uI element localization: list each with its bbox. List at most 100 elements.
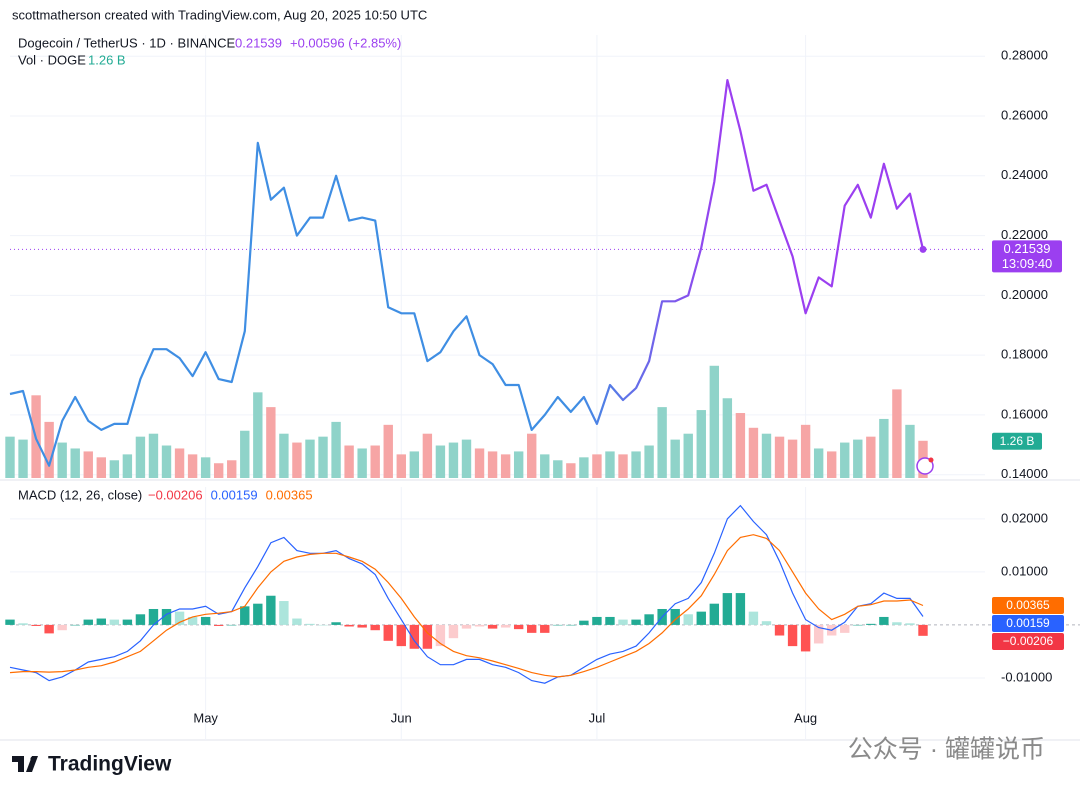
volume-bar (83, 451, 93, 478)
histogram-bar (396, 624, 406, 647)
price-badge-text: 0.21539 (1004, 241, 1051, 256)
histogram-bar (422, 624, 433, 649)
volume-bar (461, 439, 472, 478)
volume-bar (735, 413, 746, 478)
volume-bar (396, 454, 406, 478)
volume-bar (513, 451, 524, 478)
volume-bar (344, 445, 354, 478)
histogram-bar (579, 620, 589, 625)
volume-bar (161, 445, 172, 478)
volume-bar (44, 421, 54, 478)
volume-bar (657, 407, 667, 478)
volume-bar (435, 445, 446, 478)
volume-bar (370, 445, 380, 478)
y-tick-label: 0.28000 (1001, 48, 1048, 63)
volume-bar (279, 433, 289, 478)
volume-bar (474, 448, 485, 478)
histogram-bar (435, 624, 446, 647)
histogram-bar (840, 624, 850, 633)
volume-bar (840, 442, 850, 478)
histogram-bar (253, 603, 263, 625)
volume-bar (566, 463, 576, 478)
volume-bar (540, 454, 550, 478)
histogram-bar (448, 624, 459, 639)
volume-bar (422, 433, 433, 478)
macd-badge-text: −0.00206 (1003, 634, 1054, 648)
volume-bar (683, 433, 693, 478)
volume-bar (553, 460, 563, 478)
volume-bar (592, 454, 602, 478)
histogram-bar (866, 623, 876, 625)
macd-badge (992, 597, 1064, 615)
volume-bar (383, 424, 393, 478)
volume-bar (409, 451, 420, 478)
volume-bar (709, 365, 720, 478)
volume-bar (487, 451, 498, 478)
histogram-bar (696, 611, 706, 625)
volume-bar (866, 436, 876, 478)
volume-bar (318, 436, 328, 478)
histogram-bar (279, 601, 289, 625)
volume-bar (227, 460, 237, 478)
logo-text: TradingView (48, 753, 172, 776)
macd-badge-text: 0.00365 (1006, 598, 1050, 612)
volume-bar (827, 451, 837, 478)
logo-dot (30, 756, 36, 762)
histogram-bar (187, 616, 198, 625)
volume-bar (644, 445, 654, 478)
volume-bar (200, 457, 211, 478)
histogram-bar (540, 624, 550, 633)
y-tick-label: 0.26000 (1001, 107, 1048, 122)
histogram-bar (683, 614, 693, 625)
volume-bar (292, 442, 302, 478)
x-tick-label: Aug (794, 710, 817, 725)
volume-bar (787, 439, 798, 478)
volume-legend: Vol · DOGE (18, 52, 86, 67)
histogram-bar (331, 622, 341, 625)
histogram-bar (618, 619, 628, 625)
histogram-bar (122, 619, 133, 625)
histogram-bar (109, 619, 120, 625)
volume-bar (148, 433, 159, 478)
y-tick-label: 0.20000 (1001, 287, 1048, 302)
histogram-bar (5, 619, 15, 625)
histogram-bar (357, 624, 367, 628)
histogram-bar (592, 616, 602, 625)
volume-bar (761, 433, 772, 478)
macd-legend-value: −0.00206 (148, 487, 203, 502)
volume-bar (527, 433, 537, 478)
histogram-bar (709, 603, 720, 625)
volume-bar (135, 436, 146, 478)
histogram-bar (31, 624, 41, 626)
histogram-bar (748, 611, 759, 625)
histogram-bar (292, 618, 302, 625)
volume-bar (879, 418, 889, 478)
volume-bar (305, 439, 315, 478)
volume-bar (18, 439, 28, 478)
macd-line (9, 504, 924, 684)
histogram-bar (318, 624, 328, 626)
volume-bar (357, 448, 367, 478)
histogram-bar (787, 624, 798, 647)
volume-bar (748, 427, 759, 478)
histogram-bar (879, 616, 889, 625)
volume-bar (122, 454, 133, 478)
histogram-bar (240, 606, 250, 625)
header: scottmatherson created with TradingView.… (12, 7, 427, 22)
y-tick-label: 0.02000 (1001, 510, 1048, 525)
histogram-bar (174, 611, 185, 625)
volume-bar (892, 389, 902, 478)
macd-line (9, 534, 924, 678)
volume-bar (70, 448, 80, 478)
histogram-bar (200, 616, 211, 625)
histogram-bar (461, 624, 472, 629)
volume-bar (722, 398, 733, 478)
histogram-bar (70, 624, 80, 626)
last-price-dot (919, 245, 927, 253)
macd-title: MACD (12, 26, close) (18, 487, 142, 502)
y-tick-label: 0.24000 (1001, 167, 1048, 182)
macd-badge (992, 615, 1064, 633)
volume-bar (240, 430, 250, 478)
volume-bar (448, 442, 459, 478)
